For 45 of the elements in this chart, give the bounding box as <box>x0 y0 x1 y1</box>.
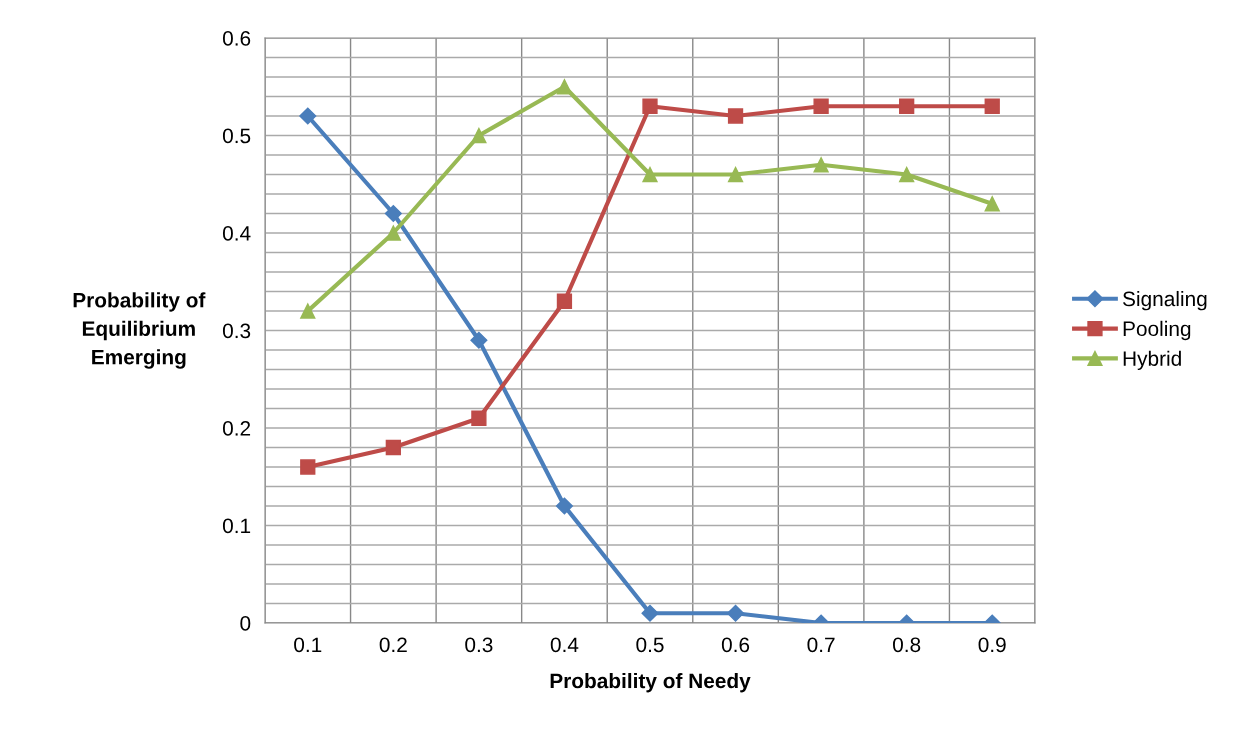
point <box>470 331 488 349</box>
x-tick-label: 0.4 <box>550 637 579 653</box>
point <box>642 166 658 183</box>
point <box>556 79 573 95</box>
legend-label: Signaling <box>1123 290 1207 311</box>
point <box>555 497 573 515</box>
point <box>727 108 744 124</box>
y-tick-label: 0.6 <box>222 31 251 46</box>
point <box>385 439 401 456</box>
y-axis-title: Probability of Equilibrium Emerging <box>73 292 206 369</box>
x-tick-label: 0.2 <box>379 637 407 653</box>
x-tick-label: 0.6 <box>721 637 750 653</box>
point <box>556 293 573 309</box>
x-tick-label: 0.3 <box>465 637 493 653</box>
point <box>984 98 1000 114</box>
y-tick-label: 0.3 <box>222 323 251 339</box>
legend-label: Hybrid <box>1123 350 1181 371</box>
y-tick-label: 0 <box>240 616 251 631</box>
point <box>899 166 915 183</box>
x-tick-label: 0.5 <box>636 637 664 653</box>
point <box>471 127 487 144</box>
x-tick-label: 0.9 <box>978 637 1006 653</box>
point <box>299 107 317 125</box>
legend-label: Pooling <box>1123 320 1191 341</box>
y-tick-label: 0.4 <box>222 226 251 241</box>
x-axis-title: Probability of Needy <box>550 672 751 693</box>
point <box>727 166 744 183</box>
point <box>813 98 829 114</box>
y-tick-label: 0.1 <box>222 518 251 534</box>
point <box>384 204 402 223</box>
y-tick-label: 0.5 <box>222 128 251 144</box>
point <box>984 196 1000 212</box>
point <box>300 303 316 319</box>
point <box>727 604 745 622</box>
point <box>899 98 915 114</box>
point <box>385 225 401 241</box>
y-tick-label: 0.2 <box>222 421 251 436</box>
point <box>300 459 316 475</box>
point <box>641 604 659 622</box>
point <box>642 98 658 114</box>
x-tick-label: 0.1 <box>294 637 322 653</box>
x-tick-label: 0.8 <box>893 637 921 653</box>
x-tick-label: 0.7 <box>807 637 835 653</box>
point <box>813 157 829 173</box>
point <box>471 410 487 426</box>
